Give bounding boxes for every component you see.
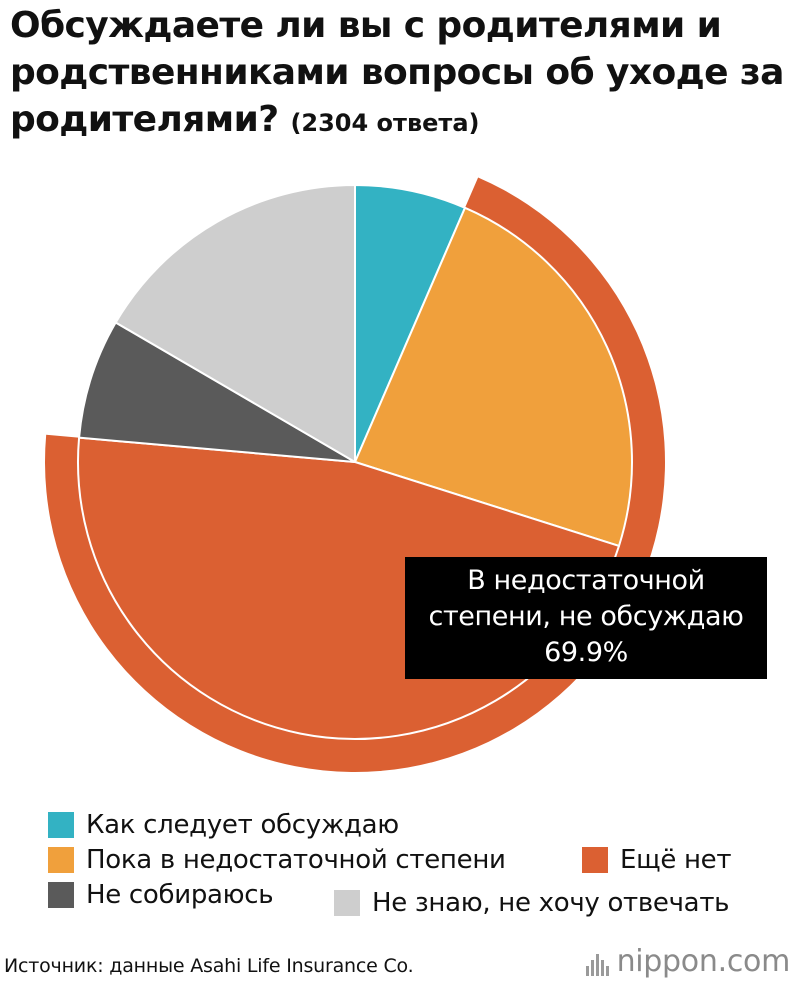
legend-item-e: Не знаю, не хочу отвечать xyxy=(334,888,729,918)
legend-item-b: Пока в недостаточной степени xyxy=(48,845,506,875)
nippon-logo: nippon .com xyxy=(585,944,791,979)
chart-title-main: Обсуждаете ли вы с родителями и родствен… xyxy=(10,5,784,140)
source-note: Источник: данные Asahi Life Insurance Co… xyxy=(4,955,414,977)
legend-label-c: Ещё нет xyxy=(620,845,732,875)
logo-main-text: nippon xyxy=(616,944,718,979)
legend-label-a: Как следует обсуждаю xyxy=(86,810,399,840)
group-callout-line1: В недостаточной xyxy=(467,565,705,596)
legend-item-d: Не собираюсь xyxy=(48,880,274,910)
pie-slice-e xyxy=(114,184,356,463)
group-callout: В недостаточной степени, не обсуждаю 69.… xyxy=(405,557,767,679)
legend-swatch-d xyxy=(48,882,74,908)
nippon-bars-icon xyxy=(585,948,611,976)
legend-label-b: Пока в недостаточной степени xyxy=(86,845,506,875)
chart-title: Обсуждаете ли вы с родителями и родствен… xyxy=(10,2,795,147)
legend-swatch-b xyxy=(48,847,74,873)
pie-slice-d xyxy=(78,321,356,463)
pie-slice-b xyxy=(354,206,633,547)
legend-item-a: Как следует обсуждаю xyxy=(48,810,399,840)
pie-slice-a xyxy=(354,184,467,463)
group-callout-value: 69.9% xyxy=(544,637,628,668)
legend-swatch-a xyxy=(48,812,74,838)
legend-label-e: Не знаю, не хочу отвечать xyxy=(372,888,730,918)
logo-suffix-text: .com xyxy=(717,944,791,979)
chart-title-count: (2304 ответа) xyxy=(290,109,480,137)
legend-label-d: Не собираюсь xyxy=(86,880,274,910)
legend-item-c: Ещё нет xyxy=(582,845,732,875)
legend-swatch-c xyxy=(582,847,608,873)
group-callout-line2: степени, не обсуждаю xyxy=(428,601,744,632)
legend-swatch-e xyxy=(334,890,360,916)
pie-chart xyxy=(44,177,665,772)
